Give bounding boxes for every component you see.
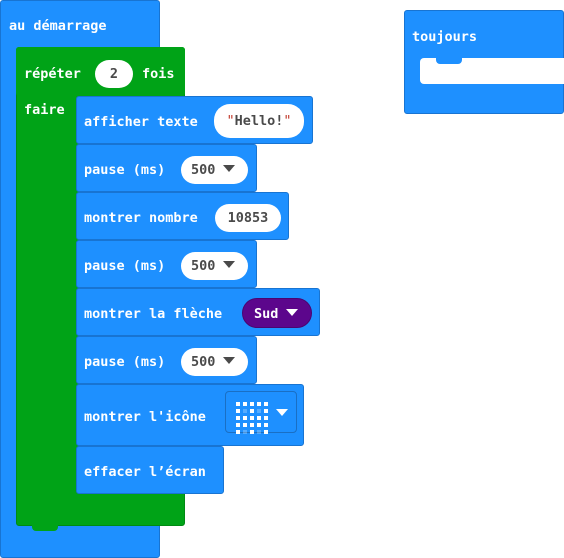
- pause-dropdown-2[interactable]: 500: [181, 252, 248, 280]
- pause-value-3: 500: [191, 354, 216, 370]
- show-string-input[interactable]: "Hello!": [214, 104, 304, 138]
- pause-dropdown-3[interactable]: 500: [181, 348, 248, 376]
- show-number-label: montrer nombre: [84, 210, 198, 226]
- pause-label-2: pause (ms): [84, 258, 166, 274]
- clear-screen-label: effacer l’écran: [84, 464, 206, 480]
- arrow-direction-dropdown[interactable]: Sud: [242, 298, 312, 328]
- on-start-label: au démarrage: [9, 18, 107, 34]
- pause-value-1: 500: [191, 162, 216, 178]
- repeat-times-label: fois: [142, 66, 175, 82]
- arrow-direction-value: Sud: [254, 306, 279, 322]
- clear-screen-block[interactable]: [76, 446, 224, 494]
- repeat-bottom-notch: [32, 525, 58, 531]
- close-quote: ": [283, 113, 292, 129]
- show-string-value: Hello!: [234, 113, 284, 129]
- repeat-do-label: faire: [24, 102, 65, 118]
- chevron-down-icon: [286, 309, 299, 316]
- show-string-label: afficher texte: [84, 114, 198, 130]
- pause-dropdown-1[interactable]: 500: [181, 156, 248, 184]
- show-arrow-label: montrer la flèche: [84, 306, 223, 322]
- forever-slot-notch: [436, 58, 462, 64]
- chevron-down-icon: [223, 261, 236, 268]
- open-quote: ": [226, 113, 235, 129]
- repeat-count-input[interactable]: 2: [95, 60, 133, 88]
- chevron-down-icon: [276, 409, 288, 416]
- ghost-icon: [236, 402, 268, 434]
- chevron-down-icon: [223, 357, 236, 364]
- chevron-down-icon: [223, 165, 236, 172]
- repeat-label: répéter: [24, 66, 81, 82]
- icon-picker-dropdown[interactable]: [225, 391, 297, 434]
- pause-value-2: 500: [191, 258, 216, 274]
- show-number-input[interactable]: 10853: [215, 204, 281, 232]
- pause-label-1: pause (ms): [84, 162, 166, 178]
- pause-label-3: pause (ms): [84, 354, 166, 370]
- show-icon-label: montrer l'icône: [84, 409, 206, 425]
- forever-label: toujours: [412, 29, 478, 45]
